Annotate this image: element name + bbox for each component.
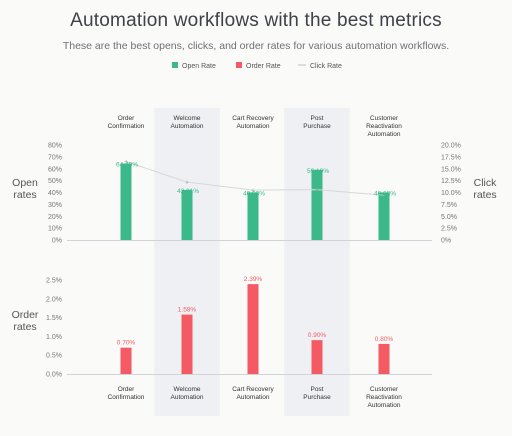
bar-open-rate [311,169,323,240]
data-label-order-rate: 2.39% [244,276,263,283]
y-tick-label-open: 70% [48,154,62,161]
data-label-open-rate: 40.08% [243,190,265,197]
y-tick-label-open: 10% [48,226,62,233]
y2-tick-label-click: 5.0% [441,214,457,221]
x-tick-label-bottom: Welcome Automation [171,386,204,401]
bar-order-rate [247,284,259,374]
y-tick-label-order: 2.5% [46,278,62,285]
y-tick-label-open: 80% [48,143,62,150]
y2-tick-label-click: 0% [441,238,451,245]
x-tick-label-top: Customer Reactivation Automation [366,115,402,138]
point-click-rate: + [382,193,386,200]
y-axis-label-open: Open rates [12,177,38,201]
data-label-open-rate: 42.21% [177,188,199,195]
point-click-rate: + [185,179,189,186]
data-label-order-rate: 0.80% [375,336,394,343]
x-tick-label-top: Welcome Automation [171,115,204,130]
y2-tick-label-click: 17.5% [441,154,461,161]
y-axis-label-order: Order rates [12,309,39,333]
x-tick-label-bottom: Post Purchase [303,386,331,401]
y-tick-label-order: 0.5% [46,353,62,360]
y-tick-label-order: 2.0% [46,296,62,303]
y-tick-label-open: 0% [52,238,62,245]
y-axis-label-click: Click rates [473,177,497,201]
x-tick-label-top: Order Confirmation [108,115,145,130]
x-tick-label-bottom: Cart Recovery Automation [232,386,274,401]
point-click-rate: + [251,187,255,194]
y2-tick-label-click: 7.5% [441,202,457,209]
data-label-order-rate: 0.90% [308,332,327,339]
data-label-order-rate: 1.58% [178,307,197,314]
bar-order-rate [181,314,193,374]
y2-tick-label-click: 12.5% [441,178,461,185]
y2-tick-label-click: 15.0% [441,166,461,173]
y-tick-label-open: 40% [48,190,62,197]
line-click-rate [125,161,385,196]
y2-tick-label-click: 20.0% [441,143,461,150]
x-tick-label-bottom: Order Confirmation [108,386,145,401]
x-tick-label-top: Post Purchase [303,115,331,130]
x-tick-label-top: Cart Recovery Automation [232,115,274,130]
bar-open-rate [247,192,259,240]
point-click-rate: + [315,187,319,194]
data-label-open-rate: 64.40% [116,162,138,169]
chart-subtitle: These are the best opens, clicks, and or… [62,40,450,52]
bar-open-rate [120,163,132,240]
legend-swatch-open-rate [172,62,178,68]
y-tick-label-open: 30% [48,202,62,209]
bar-order-rate [120,347,132,374]
legend-label-click-rate: Click Rate [310,63,342,70]
chart-title: Automation workflows with the best metri… [70,10,442,31]
data-label-open-rate: 40.08% [374,190,396,197]
bar-order-rate [311,340,323,374]
y2-tick-label-click: 2.5% [441,226,457,233]
point-click-rate: + [124,159,128,166]
x-tick-label-bottom: Customer Reactivation Automation [366,386,402,409]
legend-swatch-order-rate [236,62,242,68]
y2-tick-label-click: 10.0% [441,190,461,197]
y-tick-label-open: 20% [48,214,62,221]
data-label-order-rate: 0.70% [117,340,136,347]
bar-order-rate [378,343,390,374]
bar-open-rate [181,189,193,240]
data-label-open-rate: 59.10% [307,168,329,175]
legend-label-open-rate: Open Rate [182,63,216,70]
y-tick-label-open: 60% [48,166,62,173]
y-tick-label-order: 0.0% [46,372,62,379]
bar-open-rate [378,192,390,240]
y-tick-label-order: 1.0% [46,334,62,341]
y-tick-label-order: 1.5% [46,315,62,322]
legend-label-order-rate: Order Rate [246,63,281,70]
y-tick-label-open: 50% [48,178,62,185]
